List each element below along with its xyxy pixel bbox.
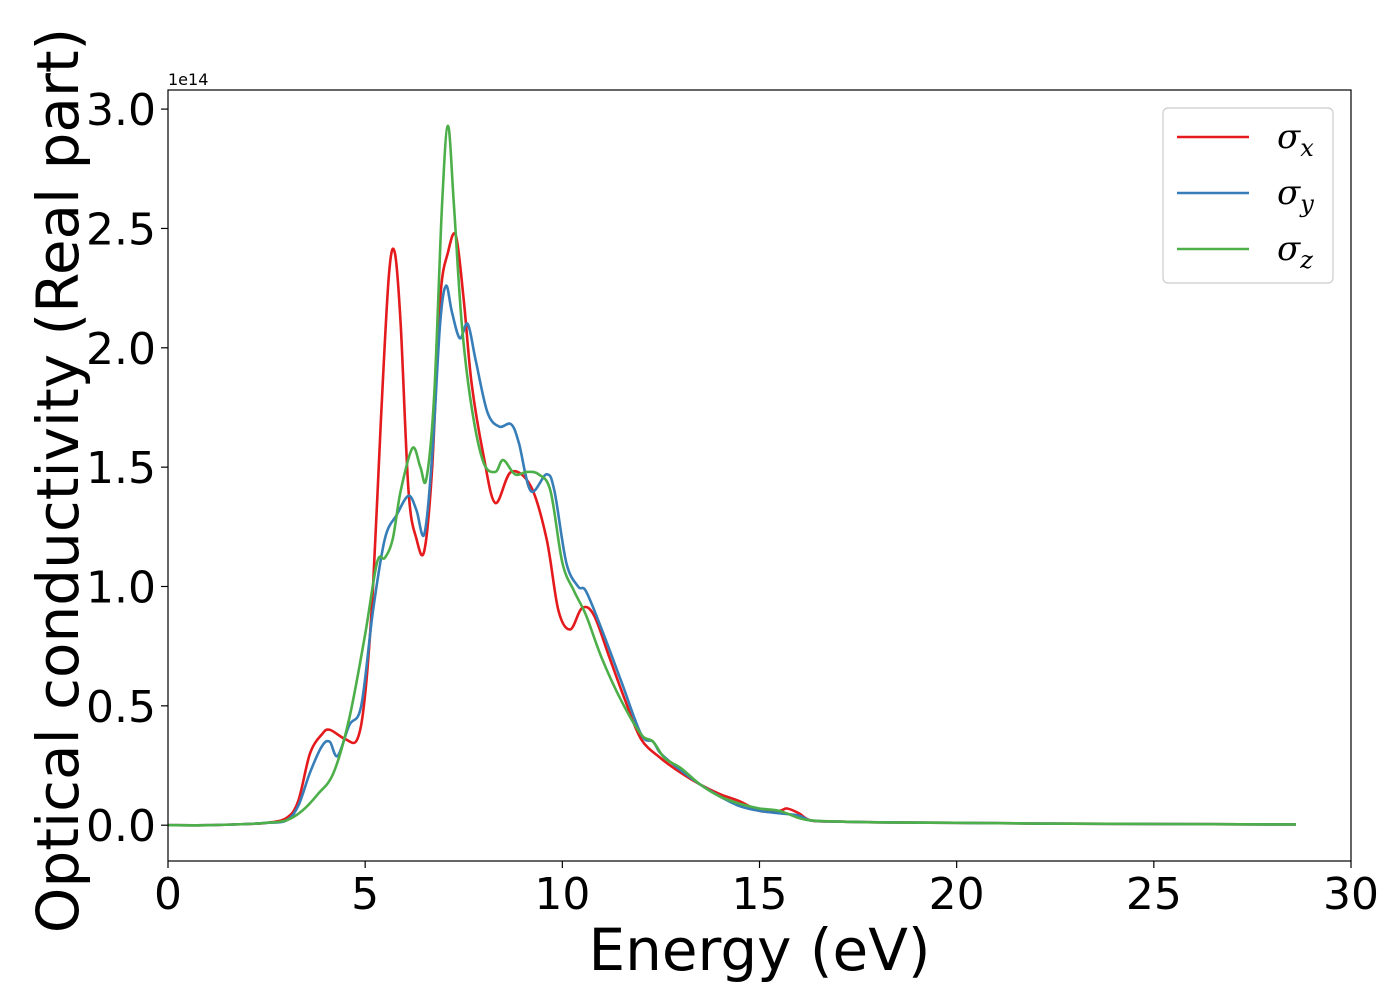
y-tick-label: 2.0 <box>86 324 156 375</box>
x-tick-label: 0 <box>154 869 182 920</box>
y-offset-text: 1e14 <box>168 70 208 89</box>
x-axis-title: Energy (eV) <box>588 916 930 984</box>
x-axis: 0 5 10 15 20 25 30 <box>154 861 1379 920</box>
y-axis: 0.0 0.5 1.0 1.5 2.0 2.5 3.0 <box>86 85 168 852</box>
y-axis-title: Optical conductivity (Real part) <box>24 28 92 933</box>
y-tick-label: 0.0 <box>86 801 156 852</box>
x-tick-label: 20 <box>929 869 985 920</box>
series-sigma-y-line <box>167 284 1296 827</box>
series-sigma-x-line <box>167 232 1296 827</box>
x-tick-label: 30 <box>1323 869 1379 920</box>
legend: σx σy σz <box>1162 107 1334 284</box>
x-tick-label: 5 <box>351 869 379 920</box>
y-tick-label: 0.5 <box>86 682 156 733</box>
y-tick-label: 1.5 <box>86 443 156 494</box>
x-tick-label: 10 <box>534 869 590 920</box>
legend-box <box>1162 107 1334 284</box>
y-tick-label: 3.0 <box>86 85 156 136</box>
y-tick-label: 1.0 <box>86 562 156 613</box>
x-tick-label: 15 <box>732 869 788 920</box>
legend-entry-label: σy <box>1277 173 1314 218</box>
x-tick-label: 25 <box>1126 869 1182 920</box>
legend-entry-label: σz <box>1277 229 1313 274</box>
series-sigma-z-line <box>167 124 1296 827</box>
series-layer <box>167 124 1296 827</box>
legend-entry-label: σx <box>1277 117 1314 162</box>
y-tick-label: 2.5 <box>86 204 156 255</box>
